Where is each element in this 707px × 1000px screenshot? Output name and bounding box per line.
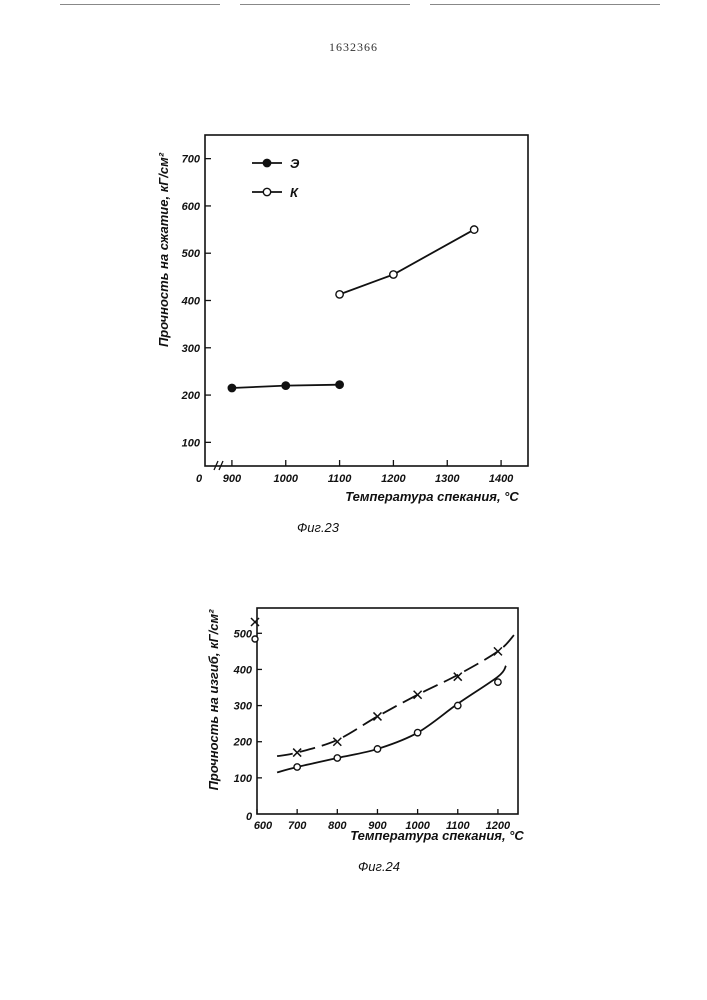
data-point bbox=[294, 764, 300, 770]
origin-label: 0 bbox=[246, 811, 253, 823]
y-tick-label: 400 bbox=[233, 664, 253, 676]
data-point bbox=[414, 729, 420, 735]
data-point bbox=[373, 712, 381, 720]
x-tick-label: 600 bbox=[254, 820, 273, 832]
x-tick-label: 700 bbox=[288, 820, 307, 832]
data-point bbox=[334, 755, 340, 761]
legend-marker-circle bbox=[252, 636, 258, 642]
series-crosses bbox=[277, 635, 514, 756]
series-curve bbox=[277, 666, 506, 773]
data-point bbox=[494, 647, 502, 655]
figure-caption: Фиг.24 bbox=[358, 859, 400, 874]
data-point bbox=[374, 746, 380, 752]
y-tick-label: 500 bbox=[234, 628, 253, 640]
x-tick-label: 800 bbox=[328, 820, 347, 832]
data-point bbox=[414, 691, 422, 699]
y-tick-label: 100 bbox=[234, 773, 253, 785]
y-tick-label: 300 bbox=[234, 701, 253, 713]
x-axis-title: Температура спекания, °C bbox=[350, 828, 524, 843]
y-axis-title: Прочность на изгиб, кГ/см² bbox=[206, 609, 221, 791]
series-curve bbox=[277, 635, 514, 756]
y-tick-label: 200 bbox=[233, 737, 253, 749]
data-point bbox=[455, 702, 461, 708]
series-circles bbox=[277, 666, 506, 773]
data-point bbox=[495, 679, 501, 685]
